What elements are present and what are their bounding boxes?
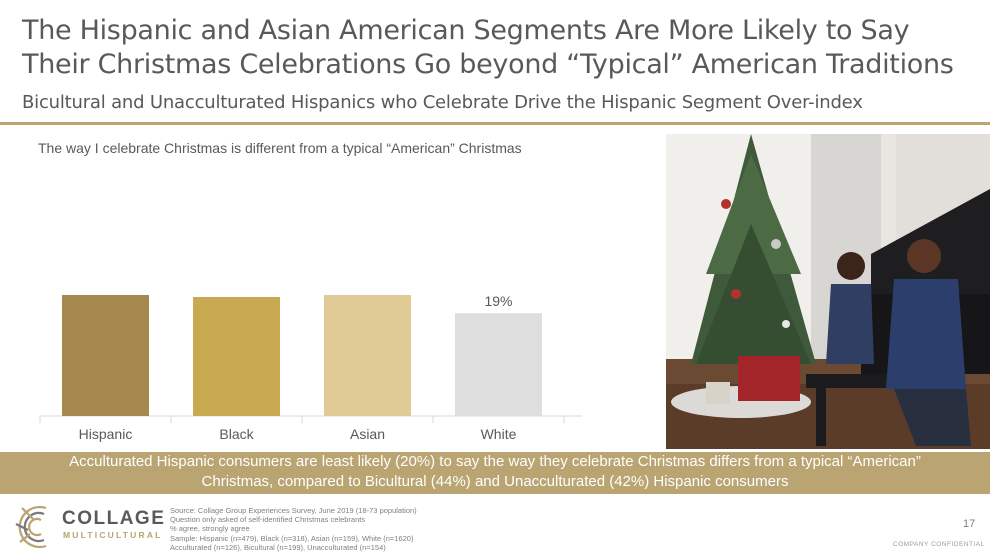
bar-hispanic <box>62 295 149 416</box>
collage-logo-mark <box>15 505 47 549</box>
title-line-1: The Hispanic and Asian American Segments… <box>22 15 910 46</box>
chart-title: The way I celebrate Christmas is differe… <box>38 140 522 156</box>
title-line-2: Their Christmas Celebrations Go beyond “… <box>22 49 954 80</box>
logo-subtitle: MULTICULTURAL <box>63 530 163 540</box>
bar-black <box>193 296 280 416</box>
category-label: Hispanic <box>79 426 133 442</box>
source-line: Sample: Hispanic (n=479), Black (n=318),… <box>170 533 414 543</box>
source-line: % agree, strongly agree <box>170 524 250 534</box>
bar-white <box>455 313 542 416</box>
callout-line-1: Acculturated Hispanic consumers are leas… <box>69 453 921 470</box>
key-insight-callout: Acculturated Hispanic consumers are leas… <box>0 452 990 494</box>
christmas-piano-photo <box>666 134 990 449</box>
category-label: Asian <box>350 426 385 442</box>
source-line: Question only asked of self-identified C… <box>170 515 366 525</box>
category-label: White <box>481 426 517 442</box>
source-line: Source: Collage Group Experiences Survey… <box>170 506 417 515</box>
data-label: 19% <box>484 295 512 309</box>
source-note: Source: Collage Group Experiences Survey… <box>170 506 670 552</box>
logo-wordmark: COLLAGE <box>62 508 166 529</box>
confidential-label: COMPANY CONFIDENTIAL <box>893 541 985 548</box>
callout-line-2: Christmas, compared to Bicultural (44%) … <box>201 473 789 490</box>
page-number: 17 <box>963 518 976 530</box>
source-line: Acculturated (n=126), Bicultural (n=199)… <box>170 542 386 552</box>
bar-asian <box>324 295 411 416</box>
slide-title: The Hispanic and Asian American Segments… <box>22 14 972 82</box>
header-divider <box>0 122 990 125</box>
category-label: Black <box>219 426 254 442</box>
slide-subtitle: Bicultural and Unacculturated Hispanics … <box>22 92 863 113</box>
